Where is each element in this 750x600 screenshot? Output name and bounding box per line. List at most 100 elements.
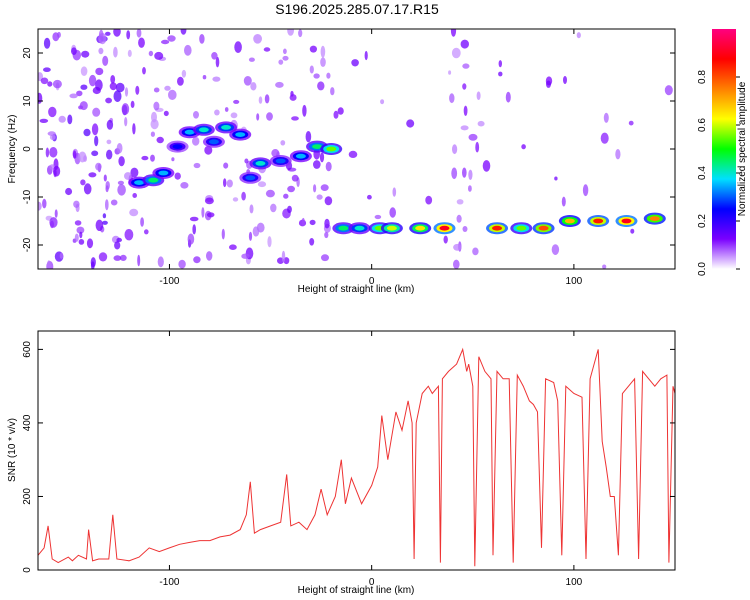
spectrogram-noise-blob [80, 66, 88, 76]
colorbar-tick-label: 0.0 [697, 262, 708, 276]
y-tick-label: 10 [22, 95, 33, 107]
spectrogram-noise-blob [88, 172, 97, 178]
spectrogram-noise-blob [249, 204, 254, 214]
spectrogram-ridge-point [184, 129, 195, 135]
spectrogram-noise-blob [425, 195, 433, 205]
spectrogram-noise-blob [462, 83, 467, 90]
spectrogram-noise-blob [153, 87, 160, 93]
spectrogram-noise-blob [321, 254, 329, 262]
spectrogram-noise-blob [45, 147, 50, 158]
spectrogram-noise-blob [92, 107, 101, 117]
spectrogram-noise-blob [95, 79, 103, 91]
spectrogram-noise-blob [253, 34, 262, 44]
spectrogram-noise-blob [98, 252, 108, 262]
spectrogram-noise-blob [180, 29, 187, 35]
spectrogram-noise-blob [309, 219, 316, 226]
snr-y-axis-label: SNR (10 * v/v) [7, 418, 18, 482]
spectrogram-noise-blob [291, 116, 299, 121]
spectrogram-noise-blob [151, 111, 157, 123]
spectrogram-noise-blob [83, 183, 92, 195]
spectrogram-y-axis-label: Frequency (Hz) [7, 115, 18, 184]
spectrogram-noise-blob [551, 244, 560, 256]
spectrogram-noise-blob [105, 31, 111, 36]
spectrogram-noise-blob [113, 29, 121, 37]
spectrogram-ridge-point [255, 161, 266, 166]
spectrogram-noise-blob [456, 199, 464, 205]
snr-y-ticks: 0 200 400 600 [22, 341, 675, 573]
spectrogram-noise-blob [156, 136, 164, 144]
spectrogram-noise-blob [113, 90, 122, 102]
spectrogram-noise-blob [270, 203, 277, 213]
spectrogram-noise-blob [81, 50, 90, 58]
spectrogram-noise-blob [90, 257, 96, 268]
spectrogram-noise-blob [309, 45, 317, 53]
spectrogram-noise-blob [116, 237, 122, 243]
spectrogram-noise-blob [582, 184, 589, 197]
spectrogram-noise-blob [95, 219, 104, 231]
spectrogram-noise-blob [476, 91, 481, 100]
spectrogram-noise-blob [275, 81, 284, 88]
spectrogram-noise-blob [142, 67, 146, 75]
spectrogram-noise-blob [141, 155, 149, 161]
spectrogram-noise-blob [98, 29, 104, 41]
spectrogram-ridge-point [134, 180, 145, 186]
spectrogram-noise-blob [80, 179, 86, 186]
spectrogram-noise-blob [241, 253, 250, 259]
spectrogram-noise-blob [287, 29, 294, 36]
spectrogram-noise-blob [54, 209, 58, 218]
spectrogram-noise-blob [124, 117, 128, 127]
spectrogram-noise-blob [283, 48, 287, 55]
spectrogram-noise-blob [324, 196, 333, 206]
spectrogram-noise-blob [367, 194, 372, 200]
spectrogram-noise-blob [380, 99, 385, 105]
spectrogram-noise-blob [281, 250, 286, 263]
spectrogram-noise-blob [313, 184, 317, 193]
spectrogram-noise-blob [132, 193, 137, 198]
spectrogram-noise-blob [451, 47, 461, 59]
spectrogram-noise-blob [148, 50, 154, 57]
spectrogram-noise-blob [102, 55, 109, 66]
y-tick-label: -20 [22, 237, 33, 252]
colorbar-tick-label: 0.2 [697, 214, 708, 228]
spectrogram-noise-blob [320, 45, 326, 58]
spectrogram-noise-blob [223, 162, 229, 169]
spectrogram-noise-blob [664, 85, 673, 96]
spectrogram-noise-blob [449, 93, 455, 104]
spectrogram-noise-blob [389, 207, 397, 218]
spectrogram-noise-blob [95, 162, 102, 171]
spectrogram-ridge-point [386, 225, 397, 231]
spectrogram-noise-blob [266, 112, 273, 121]
spectrogram-noise-blob [498, 60, 502, 68]
spectrogram-noise-blob [324, 218, 330, 229]
spectrogram-ridge-point [354, 225, 365, 231]
spectrogram-noise-blob [453, 259, 460, 269]
spectrogram-noise-blob [468, 169, 473, 180]
spectrogram-noise-blob [256, 113, 260, 121]
spectrogram-noise-blob [267, 236, 272, 248]
spectrogram-noise-blob [72, 150, 77, 159]
spectrogram-noise-blob [91, 123, 99, 136]
spectrogram-ridge-point [492, 225, 503, 231]
spectrogram-noise-blob [102, 220, 108, 225]
spectrogram-ridge-point [564, 218, 575, 224]
spectrogram-noise-blob [178, 259, 186, 269]
spectrogram-noise-blob [144, 229, 149, 235]
spectrogram-noise-blob [289, 94, 297, 101]
snr-series-line [38, 347, 675, 567]
spectrogram-noise-blob [319, 152, 325, 163]
colorbar-tick-label: 0.8 [697, 70, 708, 84]
spectrogram-noise-blob [174, 172, 181, 180]
spectrogram-noise-blob [59, 252, 64, 259]
spectrogram-noise-blob [316, 194, 323, 200]
spectrogram-ridge-point [245, 175, 256, 181]
spectrogram-noise-blob [49, 147, 58, 158]
spectrogram-noise-blob [248, 57, 255, 62]
x-tick-label: -100 [159, 276, 179, 287]
spectrogram-noise-blob [234, 41, 242, 53]
spectrogram-noise-blob [243, 76, 252, 86]
spectrogram-noise-blob [232, 197, 239, 202]
spectrogram-noise-blob [140, 217, 145, 227]
spectrogram-noise-blob [184, 44, 192, 56]
spectrogram-noise-blob [244, 158, 249, 164]
